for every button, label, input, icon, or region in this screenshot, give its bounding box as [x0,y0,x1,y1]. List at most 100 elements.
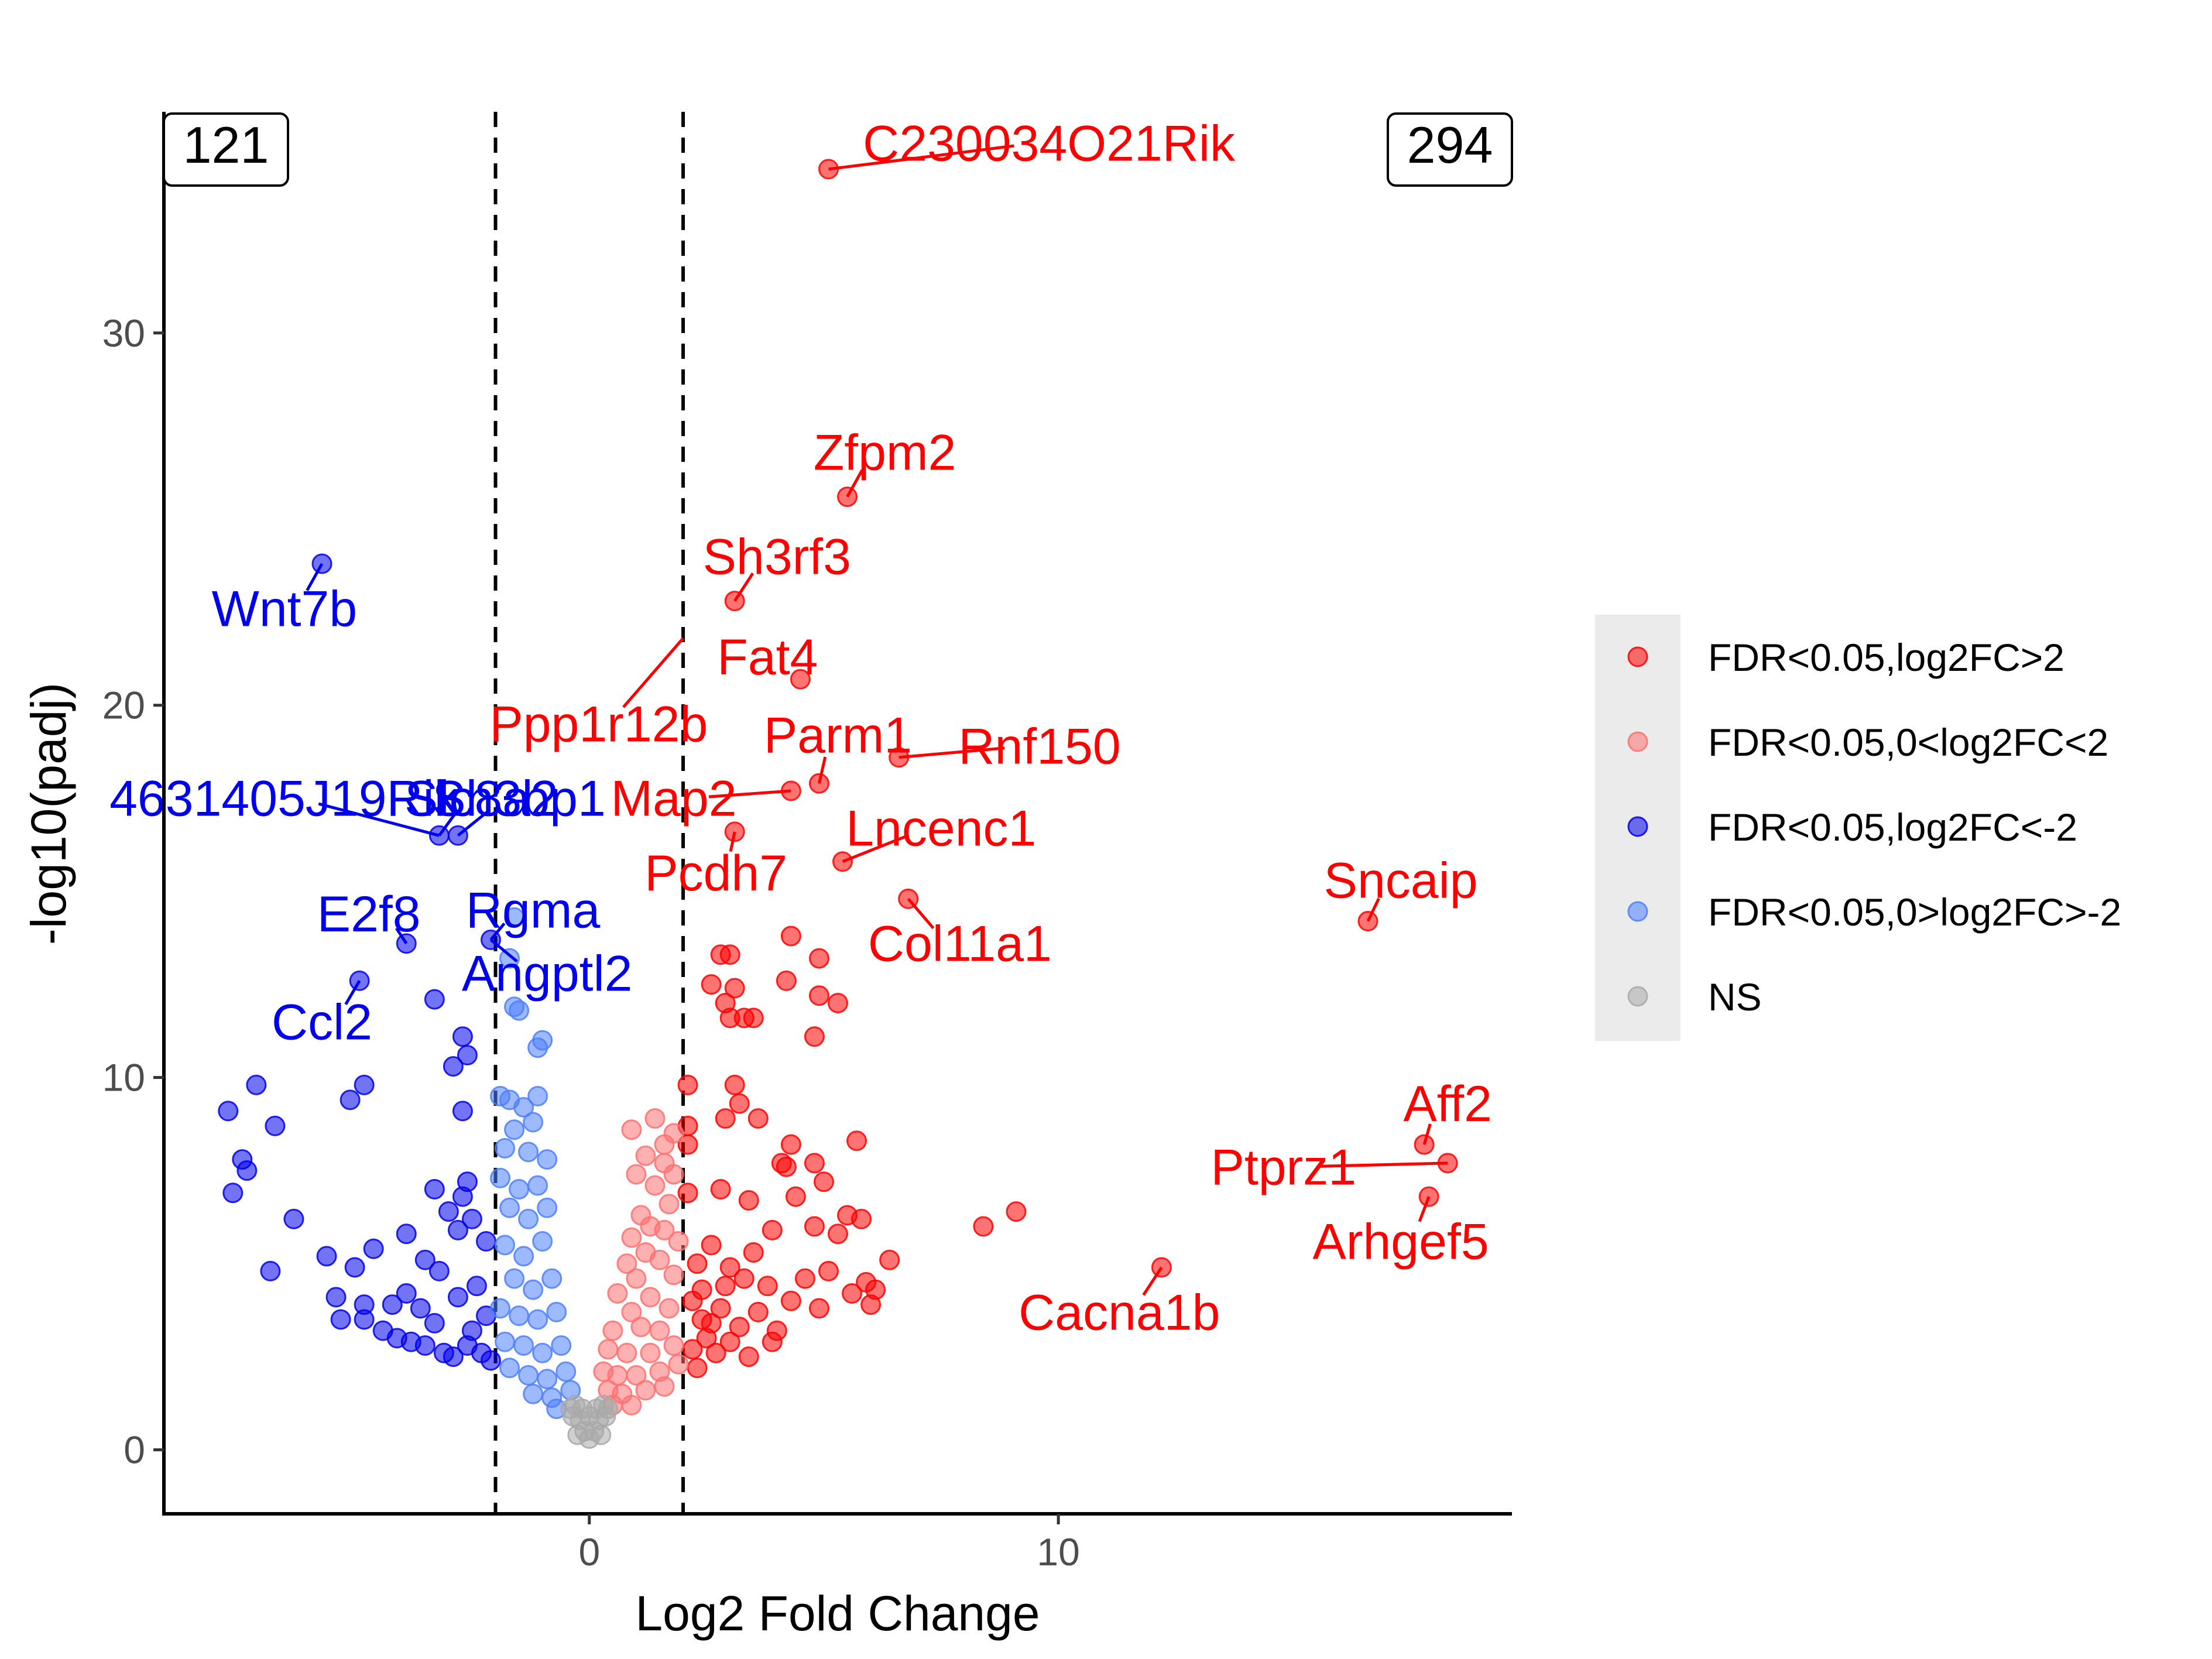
count-label-up-text: 294 [1407,116,1493,174]
legend-key [1627,901,1648,922]
data-point [499,1197,520,1218]
annotation-connector [622,637,684,708]
data-point [532,1342,553,1363]
data-point [344,1257,365,1278]
data-point [537,1369,558,1390]
data-point [447,1287,468,1308]
data-point [443,1346,464,1367]
data-point [499,1358,520,1379]
data-point [808,985,829,1006]
data-point [668,1353,689,1374]
data-point [495,1137,516,1158]
data-point [626,1268,647,1289]
annotation-connector [395,927,408,945]
data-point [710,1298,731,1319]
data-point [677,1134,698,1155]
data-point [452,1026,473,1047]
annotation-connector [898,746,1005,759]
data-point [621,1394,642,1415]
data-point [495,1235,516,1256]
data-point [541,1268,563,1289]
data-point [682,1290,703,1311]
annotation-connector [1418,1196,1431,1222]
data-point [325,1287,347,1308]
data-point [616,1342,637,1363]
data-point [743,1242,764,1263]
data-point [504,907,525,928]
annotation-connector [733,573,755,602]
data-point [527,1175,548,1196]
data-point [738,1346,759,1367]
data-point [640,1287,661,1308]
data-point [236,1160,258,1181]
data-point [602,1320,623,1341]
data-point [518,1208,539,1229]
data-point [443,1056,464,1077]
annotation-connector [438,813,457,837]
data-point [567,1424,588,1445]
x-axis-title: Log2 Fold Change [635,1586,1040,1641]
data-point [846,1130,867,1151]
data-point [715,1108,736,1129]
threshold-lines [493,112,685,1514]
data-point [518,1365,539,1386]
data-point [973,1216,994,1237]
data-point [729,1093,750,1114]
data-point [504,1119,525,1140]
data-point [780,1290,801,1311]
annotation-label: Sh3bp1 [432,771,606,827]
data-point [490,1298,511,1319]
data-point [780,1134,801,1155]
series-4 [560,1394,619,1449]
x-tick-label: 0 [578,1530,600,1574]
data-point [677,1182,698,1204]
data-point [851,1208,872,1229]
data-point [828,992,848,1013]
data-point [1006,1201,1027,1222]
data-point [879,1249,900,1270]
data-point [762,1331,783,1352]
data-point [649,1249,670,1270]
data-point [527,1037,548,1058]
annotation-label: Sncaip [1324,853,1478,909]
legend-label: FDR<0.05,log2FC<-2 [1708,805,2077,849]
annotation-connector [828,144,1014,171]
data-point [265,1115,286,1136]
data-point [626,1365,647,1386]
legend-label: FDR<0.05,0<log2FC<2 [1708,721,2108,764]
data-point [461,1320,482,1341]
annotation-connector [1318,1161,1448,1168]
data-point [523,1112,544,1133]
data-point [808,1298,829,1319]
annotation-label: Ccl2 [272,994,372,1050]
data-point [246,1074,267,1095]
data-point [509,1178,530,1199]
data-point [513,1097,534,1118]
data-point [410,1298,431,1319]
data-point [424,989,445,1010]
series-0 [677,159,1458,1379]
data-point [640,1342,661,1363]
data-point [218,1101,239,1122]
data-point [687,1358,708,1379]
legend-key [1627,816,1648,837]
data-point [762,1219,783,1240]
data-point [654,1134,675,1155]
data-point [644,1108,666,1129]
data-point [654,1376,675,1397]
annotation-label: Ptprz1 [1210,1139,1356,1195]
legend-label: FDR<0.05,log2FC>2 [1708,636,2064,679]
data-point [551,1335,572,1356]
annotation-label: Arhgef5 [1312,1214,1489,1270]
data-point [663,1335,684,1356]
data-point [677,1074,698,1095]
annotation-connector [729,831,736,852]
legend-label: NS [1708,975,1762,1019]
annotation-label: 4631405J19Rik [109,771,460,827]
data-point [654,1219,675,1240]
data-point [644,1175,666,1196]
data-point [747,1108,769,1129]
data-point [818,1260,839,1281]
